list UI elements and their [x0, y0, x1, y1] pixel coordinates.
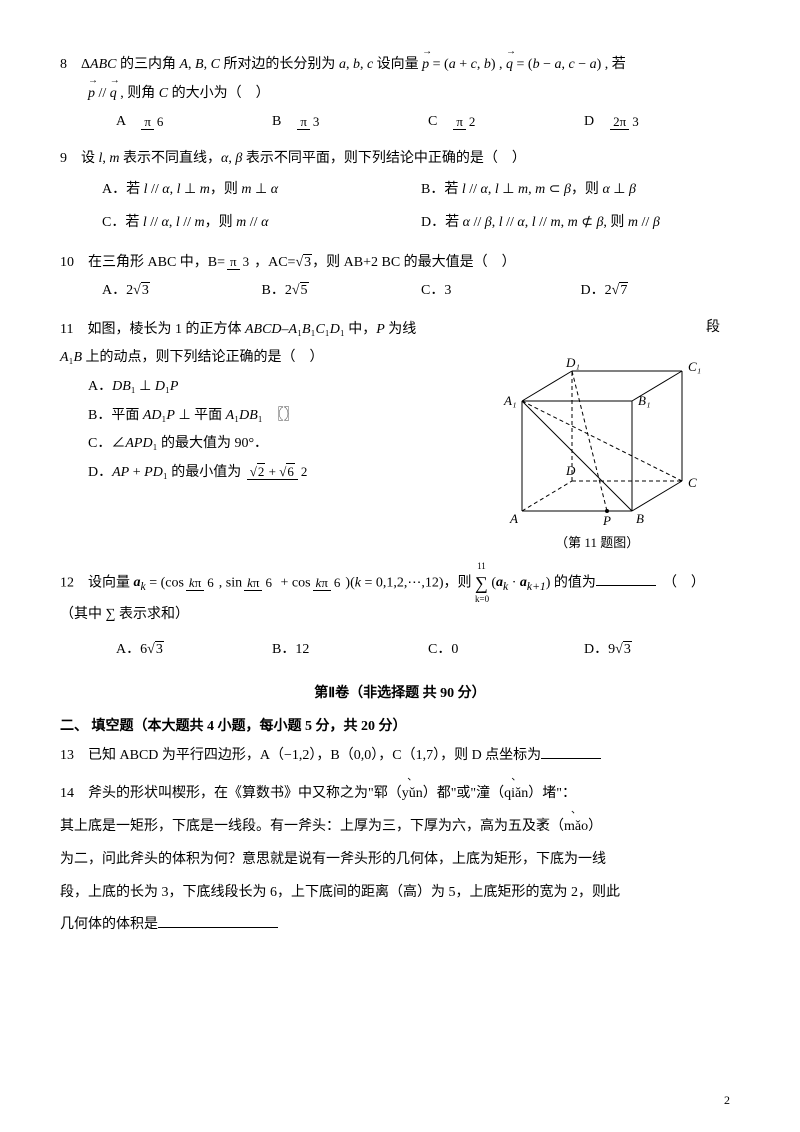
- question-9: 9 设 l, m 表示不同直线，α, β 表示不同平面，则下列结论中正确的是（ …: [60, 146, 740, 240]
- q9-opt-b: B．若 l // α, l ⊥ m, m ⊂ β，则 α ⊥ β: [421, 177, 740, 204]
- q12-opt-a: A．63: [116, 637, 272, 664]
- question-10: 10 在三角形 ABC 中，B=π3，AC=3，则 AB+2 BC 的最大值是（…: [60, 250, 740, 305]
- svg-text:P: P: [602, 513, 611, 528]
- sigma-icon: 11∑k=0: [475, 566, 488, 600]
- q9-num: 9: [60, 151, 67, 166]
- q10-opt-c: C．3: [421, 278, 581, 305]
- question-8: 8 ΔABC 的三内角 A, B, C 所对边的长分别为 a, b, c 设向量…: [60, 52, 740, 136]
- vector-q-icon: q: [506, 52, 513, 79]
- blank-field: [541, 744, 601, 759]
- q9-opt-a: A．若 l // α, l ⊥ m，则 m ⊥ α: [102, 177, 421, 204]
- q12-num: 12: [60, 575, 74, 590]
- q14-line3: 为二，问此斧头的体积为何？意思就是说有一斧头形的几何体，上底为矩形，下底为一线: [60, 845, 740, 876]
- q8-num: 8: [60, 57, 67, 72]
- q10-options: A．23 B．25 C．3 D．27: [60, 278, 740, 305]
- q12-opt-d: D．93: [584, 637, 740, 664]
- q11-opt-b: B．平面 AD₁P ⊥ 平面 A₁DB₁ 〖〗: [60, 403, 454, 430]
- q10-num: 10: [60, 255, 74, 270]
- svg-text:C: C: [688, 475, 697, 490]
- q11-stem-b: A₁B 上的动点，则下列结论正确的是（ ）: [60, 345, 454, 372]
- q10-stem: 10 在三角形 ABC 中，B=π3，AC=3，则 AB+2 BC 的最大值是（…: [60, 250, 740, 277]
- q8-q-eq: = (b − a, c − a) , 若: [513, 57, 626, 72]
- q12-opt-c: C．0: [428, 637, 584, 664]
- q11-opt-a: A．DB₁ ⊥ D₁P: [60, 374, 454, 401]
- page-number: 2: [724, 1089, 730, 1112]
- q8-stem: 8 ΔABC 的三内角 A, B, C 所对边的长分别为 a, b, c 设向量…: [60, 52, 740, 79]
- section-2-subtitle: 二、 填空题（本大题共 4 小题，每小题 5 分，共 20 分）: [60, 714, 740, 741]
- q11-opt-d: D．AP + PD₁ 的最小值为 2 + 62: [60, 460, 454, 487]
- q9-opt-c: C．若 l // α, l // m，则 m // α: [102, 210, 421, 237]
- q11-opt-c: C．∠APD₁ 的最大值为 90°．: [60, 431, 454, 458]
- q8-text-b2: , 则角 C 的大小为（ ）: [117, 86, 270, 101]
- figure-caption: （第 11 题图）: [454, 531, 740, 556]
- q11-stem-a2: 段: [454, 315, 740, 342]
- vector-p-icon: p: [88, 81, 95, 108]
- svg-text:D: D: [565, 463, 576, 478]
- q10-opt-a: A．23: [102, 278, 262, 305]
- svg-text:D₁: D₁: [565, 355, 580, 370]
- sqrt-icon: 3: [295, 250, 312, 277]
- section-2-title: 第Ⅱ卷（非选择题 共 90 分）: [60, 681, 740, 708]
- ruby-yun: 、yǔn: [402, 779, 423, 810]
- svg-text:A₁: A₁: [503, 393, 516, 408]
- question-14: 14 斧头的形状叫楔形，在《算数书》中又称之为"郓（、yǔn）都"或"潼（、qi…: [60, 779, 740, 941]
- q12-stem: 12 设向量 ak = (coskπ6, sinkπ6 + coskπ6)(k …: [60, 566, 740, 600]
- ruby-mao: 、mǎo: [564, 812, 588, 843]
- q9-stem: 设 l, m 表示不同直线，α, β 表示不同平面，则下列结论中正确的是（ ）: [81, 151, 526, 166]
- question-12: 12 设向量 ak = (coskπ6, sinkπ6 + coskπ6)(k …: [60, 566, 740, 663]
- question-11: 11 如图，棱长为 1 的正方体 ABCD–A₁B₁C₁D₁ 中，P 为线 A₁…: [60, 315, 740, 556]
- q9-options: A．若 l // α, l ⊥ m，则 m ⊥ α B．若 l // α, l …: [60, 174, 740, 239]
- vector-q-icon: q: [110, 81, 117, 108]
- q8-options: A π6 B π3 C π2 D 2π3: [60, 109, 740, 136]
- question-13: 13 已知 ABCD 为平行四边形，A（−1,2），B（0,0），C（1,7），…: [60, 743, 740, 770]
- vector-p-icon: p: [422, 52, 429, 79]
- q8-opt-c: C π2: [428, 109, 584, 136]
- svg-text:B₁: B₁: [638, 393, 650, 408]
- q8-opt-b: B π3: [272, 109, 428, 136]
- q11-num: 11: [60, 322, 73, 337]
- q14-line4: 段，上底的长为 3，下底线段长为 6，上下底间的距离（高）为 5，上底矩形的宽为…: [60, 878, 740, 909]
- cube-figure: A B C D A₁ B₁ C₁ D₁ P: [492, 341, 702, 531]
- q13-stem: 已知 ABCD 为平行四边形，A（−1,2），B（0,0），C（1,7），则 D…: [88, 748, 541, 763]
- q14-line2: 其上底是一矩形，下底是一线段。有一斧头：上厚为三，下厚为六，高为五及袤（、mǎo…: [60, 812, 740, 843]
- svg-text:C₁: C₁: [688, 359, 701, 374]
- q8-opt-a: A π6: [116, 109, 272, 136]
- svg-text:A: A: [509, 511, 518, 526]
- q9-opt-d: D．若 α // β, l // α, l // m, m ⊄ β, 则 m /…: [421, 210, 740, 237]
- q8-stem-2: p // q , 则角 C 的大小为（ ）: [60, 81, 740, 108]
- q12-note: （其中 ∑ 表示求和）: [60, 602, 740, 629]
- q11-stem-a: 如图，棱长为 1 的正方体 ABCD–A₁B₁C₁D₁ 中，P 为线: [87, 322, 416, 337]
- blank-field: [158, 913, 278, 928]
- svg-text:B: B: [636, 511, 644, 526]
- q14-line5: 几何体的体积是: [60, 910, 740, 941]
- q14-num: 14: [60, 786, 74, 801]
- q8-opt-d: D 2π3: [584, 109, 740, 136]
- q13-num: 13: [60, 748, 74, 763]
- q12-opt-b: B．12: [272, 637, 428, 664]
- q10-opt-b: B．25: [262, 278, 422, 305]
- q8-text-a: ΔABC 的三内角 A, B, C 所对边的长分别为 a, b, c 设向量: [81, 57, 422, 72]
- q10-opt-d: D．27: [581, 278, 741, 305]
- q14-line1: 14 斧头的形状叫楔形，在《算数书》中又称之为"郓（、yǔn）都"或"潼（、qi…: [60, 779, 740, 810]
- blank-field: [596, 571, 656, 586]
- q12-options: A．63 B．12 C．0 D．93: [60, 637, 740, 664]
- ruby-qian: 、qiǎn: [504, 779, 528, 810]
- q8-p-eq: = (a + c, b) ,: [429, 57, 506, 72]
